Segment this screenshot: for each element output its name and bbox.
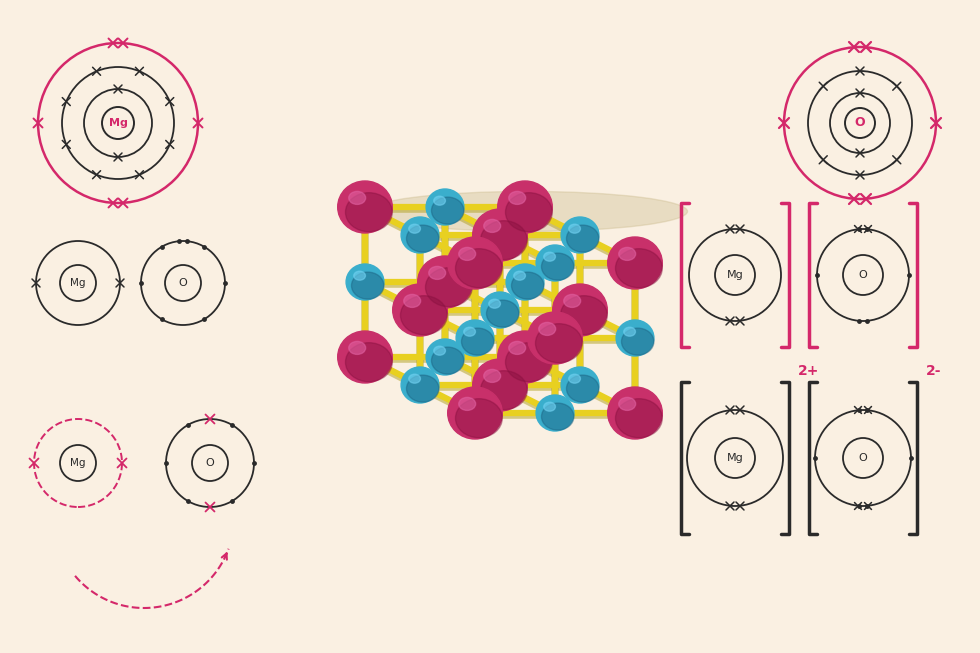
Ellipse shape: [434, 196, 446, 205]
Ellipse shape: [553, 284, 608, 336]
Ellipse shape: [354, 271, 366, 280]
Ellipse shape: [338, 331, 392, 383]
Ellipse shape: [608, 387, 662, 439]
Ellipse shape: [426, 189, 464, 225]
Ellipse shape: [615, 249, 662, 288]
Ellipse shape: [498, 181, 553, 233]
Ellipse shape: [480, 371, 527, 409]
Ellipse shape: [544, 402, 556, 411]
Text: Mg: Mg: [71, 458, 86, 468]
Text: O: O: [858, 453, 867, 463]
Ellipse shape: [480, 221, 527, 260]
Ellipse shape: [456, 320, 494, 356]
Ellipse shape: [338, 181, 392, 233]
Ellipse shape: [472, 359, 527, 411]
Ellipse shape: [456, 249, 503, 288]
Ellipse shape: [459, 398, 475, 410]
Ellipse shape: [368, 191, 688, 231]
Ellipse shape: [506, 193, 553, 232]
Ellipse shape: [562, 217, 599, 253]
Ellipse shape: [544, 252, 556, 261]
Ellipse shape: [401, 367, 439, 403]
Ellipse shape: [527, 312, 582, 364]
Ellipse shape: [536, 245, 574, 281]
Ellipse shape: [616, 320, 654, 356]
Text: O: O: [206, 458, 215, 468]
Ellipse shape: [484, 219, 501, 232]
Ellipse shape: [417, 256, 472, 308]
Text: Mg: Mg: [71, 278, 86, 288]
Ellipse shape: [407, 375, 439, 402]
Ellipse shape: [352, 272, 384, 299]
Ellipse shape: [618, 247, 636, 261]
Ellipse shape: [431, 347, 464, 374]
Ellipse shape: [514, 271, 525, 280]
Ellipse shape: [484, 370, 501, 383]
Ellipse shape: [349, 342, 366, 355]
Ellipse shape: [621, 328, 654, 355]
Ellipse shape: [568, 224, 580, 233]
Ellipse shape: [618, 398, 636, 410]
Ellipse shape: [481, 292, 518, 328]
Ellipse shape: [535, 324, 582, 362]
Ellipse shape: [346, 193, 392, 232]
Ellipse shape: [462, 328, 494, 355]
Ellipse shape: [542, 253, 574, 280]
Ellipse shape: [409, 374, 420, 383]
Ellipse shape: [566, 375, 599, 402]
Ellipse shape: [539, 323, 556, 336]
Ellipse shape: [456, 399, 503, 438]
Text: Mg: Mg: [726, 270, 744, 280]
Ellipse shape: [498, 331, 553, 383]
Ellipse shape: [459, 247, 475, 261]
Ellipse shape: [489, 299, 501, 308]
Ellipse shape: [448, 387, 503, 439]
Ellipse shape: [562, 367, 599, 403]
Ellipse shape: [346, 343, 392, 382]
Ellipse shape: [448, 237, 503, 289]
Text: O: O: [858, 270, 867, 280]
Text: 2+: 2+: [798, 364, 819, 378]
Ellipse shape: [536, 395, 574, 431]
Ellipse shape: [393, 284, 447, 336]
Ellipse shape: [425, 268, 472, 307]
Ellipse shape: [431, 197, 464, 224]
Ellipse shape: [623, 327, 635, 336]
Ellipse shape: [409, 224, 420, 233]
Ellipse shape: [486, 300, 518, 327]
Ellipse shape: [401, 217, 439, 253]
Text: Mg: Mg: [109, 118, 127, 128]
Ellipse shape: [512, 272, 544, 299]
Ellipse shape: [429, 266, 446, 279]
Text: O: O: [855, 116, 865, 129]
Ellipse shape: [434, 346, 446, 355]
Ellipse shape: [346, 264, 384, 300]
Ellipse shape: [568, 374, 580, 383]
Ellipse shape: [401, 296, 447, 335]
Text: 2-: 2-: [926, 364, 942, 378]
Ellipse shape: [561, 296, 608, 335]
Ellipse shape: [509, 191, 525, 204]
Ellipse shape: [472, 209, 527, 261]
Ellipse shape: [426, 339, 464, 375]
Ellipse shape: [404, 295, 420, 308]
Ellipse shape: [464, 327, 475, 336]
Ellipse shape: [564, 295, 581, 308]
Ellipse shape: [407, 225, 439, 252]
Ellipse shape: [506, 264, 544, 300]
Ellipse shape: [509, 342, 525, 355]
Text: O: O: [178, 278, 187, 288]
Ellipse shape: [615, 399, 662, 438]
Ellipse shape: [349, 191, 366, 204]
Ellipse shape: [542, 403, 574, 430]
Ellipse shape: [566, 225, 599, 252]
Text: Mg: Mg: [726, 453, 744, 463]
Ellipse shape: [506, 343, 553, 382]
Ellipse shape: [608, 237, 662, 289]
